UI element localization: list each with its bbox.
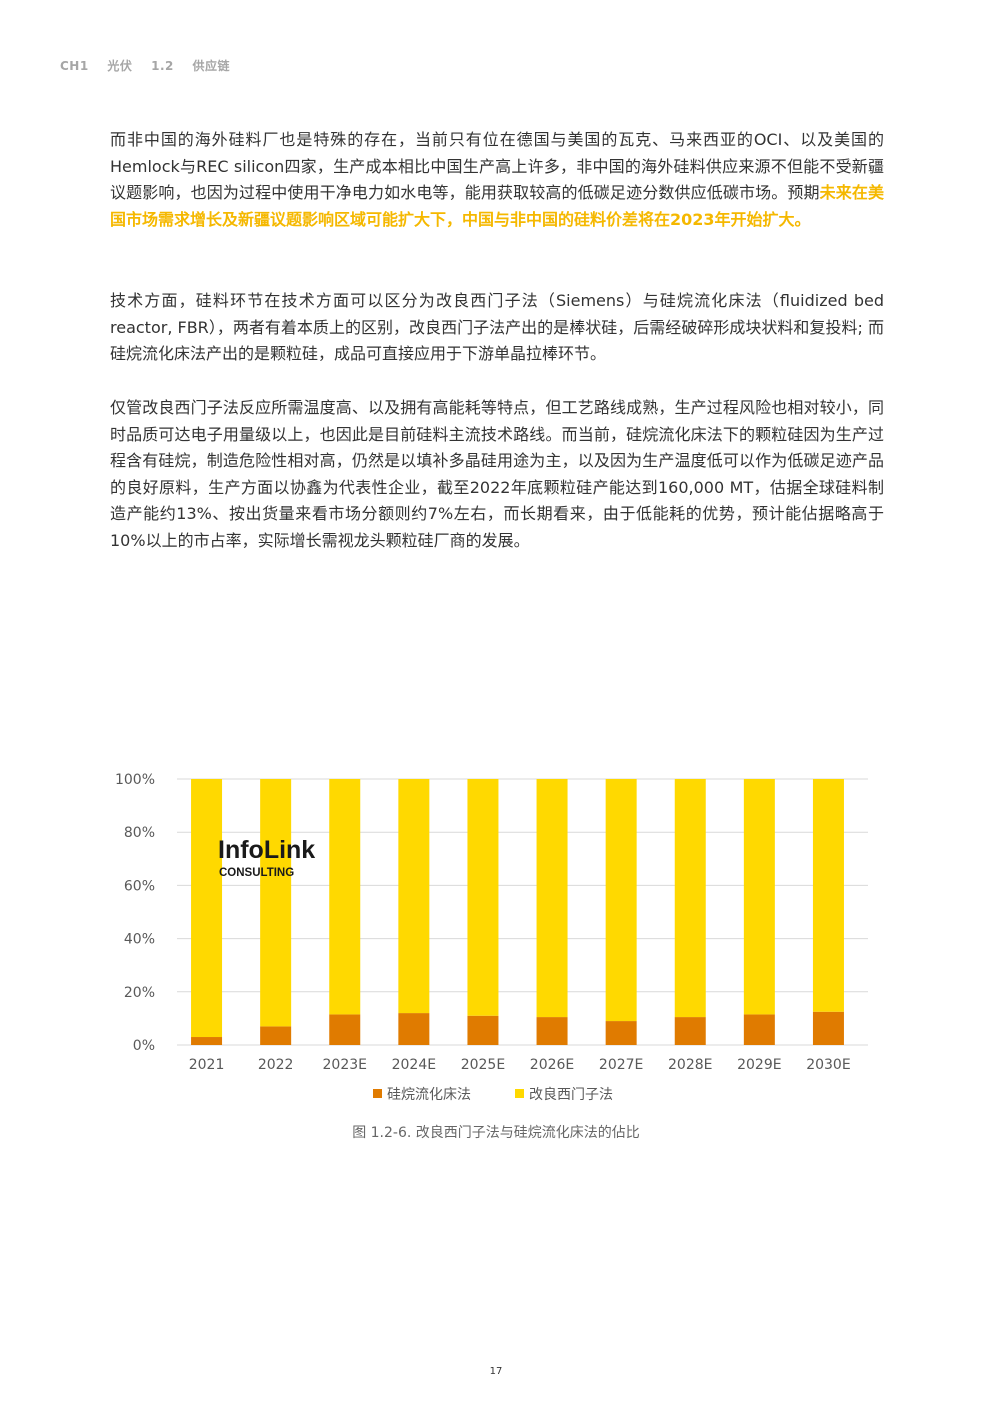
section-number: 1.2 <box>151 59 174 73</box>
bar-segment <box>191 779 223 1038</box>
y-tick-label: 60% <box>124 878 155 894</box>
x-tick-label: 2022 <box>258 1057 294 1073</box>
paragraph-market-share: 仅管改良西门子法反应所需温度高、以及拥有高能耗等特点，但工艺路线成熟，生产过程风… <box>110 398 884 550</box>
y-tick-label: 100% <box>115 772 155 788</box>
chart-legend: 硅烷流化床法 改良西门子法 <box>373 1087 613 1103</box>
page-number: 17 <box>489 1366 503 1377</box>
bar-segment <box>329 1014 361 1045</box>
bar-segment <box>536 779 568 1018</box>
bar-segment <box>398 1013 430 1045</box>
x-tick-label: 2023E <box>323 1057 367 1073</box>
bar-segment <box>329 779 361 1015</box>
x-tick-label: 2024E <box>392 1057 436 1073</box>
paragraph-technology: 技术方面，硅料环节在技术方面可以区分为改良西门子法（Siemens）与硅烷流化床… <box>110 291 884 363</box>
logo-subtitle: CONSULTING <box>219 867 294 879</box>
y-tick-label: 0% <box>133 1038 155 1054</box>
y-tick-label: 40% <box>124 932 155 948</box>
x-tick-label: 2028E <box>668 1057 712 1073</box>
legend-swatch <box>373 1089 382 1098</box>
bar-segment <box>260 1026 292 1045</box>
legend-label: 改良西门子法 <box>529 1087 613 1103</box>
bar-segment <box>674 1017 706 1045</box>
bar-segment <box>743 1014 775 1045</box>
y-axis-ticks: 0% 20% 40% 60% 80% 100% <box>115 772 155 1054</box>
x-tick-label: 2027E <box>599 1057 643 1073</box>
bar-segment <box>398 779 430 1014</box>
figure-caption: 图 1.2-6. 改良西门子法与硅烷流化床法的佔比 <box>352 1125 640 1141</box>
chart-bars <box>191 779 844 1045</box>
bar-segment <box>260 779 292 1027</box>
bar-segment <box>191 1037 223 1045</box>
y-tick-label: 20% <box>124 985 155 1001</box>
running-header: CH1 光伏 1.2 供应链 <box>60 57 244 74</box>
chapter-title: 光伏 <box>107 59 133 73</box>
infolink-logo: InfoLink CONSULTING <box>218 836 315 879</box>
paragraph-text: 而非中国的海外硅料厂也是特殊的存在，当前只有位在德国与美国的瓦克、马来西亚的OC… <box>110 130 884 202</box>
bar-segment <box>674 779 706 1018</box>
x-tick-label: 2021 <box>189 1057 225 1073</box>
bar-segment <box>605 1021 637 1045</box>
bar-segment <box>812 1011 844 1045</box>
x-axis-ticks: 2021 2022 2023E 2024E 2025E 2026E 2027E 2028E 20… <box>189 1057 851 1073</box>
section-title: 供应链 <box>192 59 231 73</box>
bar-segment <box>743 779 775 1015</box>
highlighted-forecast: 未来在美国市场需求增长及新疆议题影响区域可能扩大下，中国与非中国的硅料价差将在2… <box>110 183 884 229</box>
x-tick-label: 2029E <box>737 1057 781 1073</box>
x-tick-label: 2025E <box>461 1057 505 1073</box>
legend-swatch <box>515 1089 524 1098</box>
paragraph-overseas-supply: 而非中国的海外硅料厂也是特殊的存在，当前只有位在德国与美国的瓦克、马来西亚的OC… <box>110 127 884 233</box>
stacked-bar-chart: 0%20%40%60%80%100% 2021 2022 2023E 2024E 202… <box>115 772 868 1103</box>
x-tick-label: 2030E <box>806 1057 850 1073</box>
chapter-number: CH1 <box>60 59 89 73</box>
x-tick-label: 2026E <box>530 1057 574 1073</box>
y-tick-label: 80% <box>124 825 155 841</box>
bar-segment <box>467 779 499 1016</box>
bar-segment <box>812 779 844 1012</box>
legend-label: 硅烷流化床法 <box>387 1087 471 1103</box>
bar-segment <box>605 779 637 1022</box>
logo-name: InfoLink <box>218 836 315 864</box>
bar-segment <box>536 1017 568 1045</box>
bar-segment <box>467 1015 499 1045</box>
